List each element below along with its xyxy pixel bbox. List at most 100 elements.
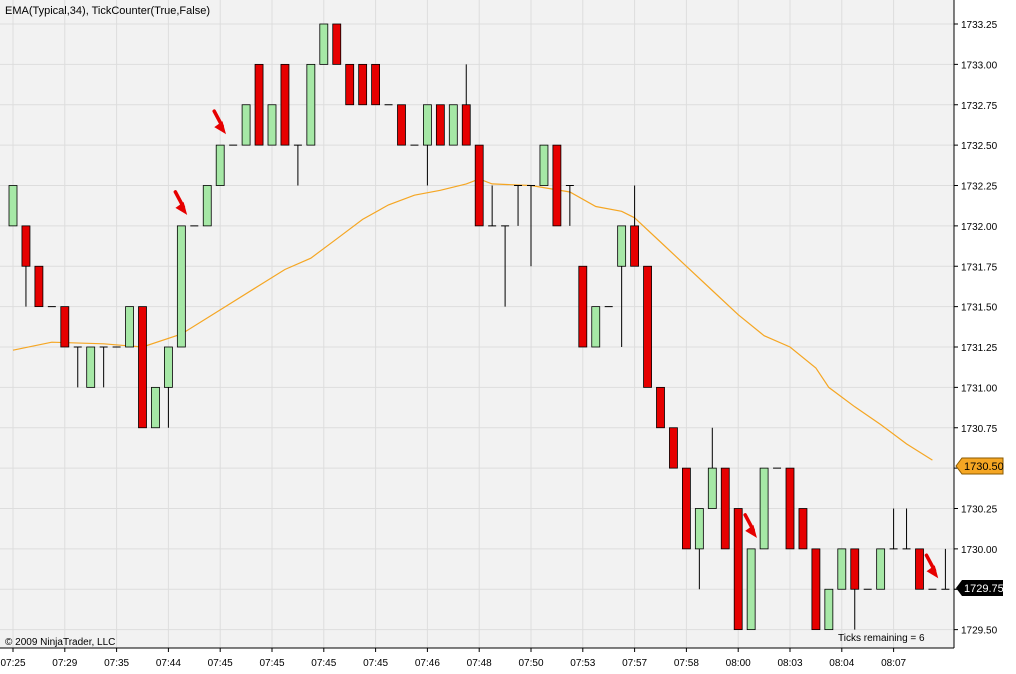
candle-body [163,346,173,388]
candle-body [254,63,264,146]
candle [86,346,96,388]
candle [306,63,316,146]
candle [669,427,678,469]
candle-body [720,467,730,550]
candle [358,63,368,106]
price-tick-label: 1732.50 [961,141,998,152]
candle [125,306,134,348]
signal-arrow [173,190,188,215]
candle-body [332,23,342,65]
time-tick-label: 07:45 [311,658,336,669]
candle-body [21,225,31,267]
candle-body [86,346,96,388]
candle [501,225,510,307]
candle-body [448,104,458,146]
candle [461,64,471,146]
candle [151,386,160,429]
candle-body [34,265,44,308]
signal-arrow-head [926,565,939,579]
candle [73,346,82,388]
ema-value-flag [955,457,1004,475]
candle [552,144,562,227]
time-tick-label: 07:46 [415,658,440,669]
candle-body [435,104,445,146]
candle [448,104,458,146]
candle [474,144,484,227]
signal-arrow [924,553,939,579]
candle [733,508,743,631]
candle-body [837,548,847,590]
candle [241,104,251,146]
time-tick-label: 07:29 [52,658,77,669]
time-tick-label: 07:45 [259,658,284,669]
candle [746,548,756,631]
candle [578,265,588,348]
candle-body [552,144,562,227]
ema-line-group [12,178,933,461]
candle [656,386,665,429]
candle [514,185,523,226]
candle-body [280,63,290,146]
time-tick-label: 08:04 [829,658,854,669]
candle [837,548,847,590]
ema-value-marker: 1730.50 [955,457,1004,475]
candle [694,508,704,590]
price-tick-label: 1731.50 [961,303,998,314]
candle-body [617,225,627,267]
candle-body [358,63,368,106]
candle [371,63,381,106]
candle-body [306,63,316,146]
candle-body [60,306,70,348]
signal-arrow-head [175,202,188,215]
signal-arrow [743,513,757,538]
time-tick-label: 07:45 [208,658,233,669]
candle-body [397,104,406,146]
arrows-group [173,109,939,579]
candle [488,185,497,227]
signal-arrow-head [214,121,227,135]
time-tick-label: 07:50 [518,658,543,669]
candle [902,508,911,550]
price-tick-label: 1732.00 [961,222,998,233]
candle-body [707,467,717,509]
signal-arrow-head [745,525,757,538]
candle [876,548,886,590]
candle [811,548,821,631]
time-tick-label: 07:58 [674,658,699,669]
candle-body [539,144,549,186]
candle-body [138,306,147,429]
candle [889,508,898,550]
candle [60,306,70,348]
candle-body [694,508,704,550]
candle-body [733,508,743,631]
last-price-marker: 1729.75 [956,580,1004,596]
candle [824,588,834,631]
price-tick-label: 1730.00 [961,545,998,556]
candle-body [915,548,924,590]
time-tick-label: 07:25 [0,658,25,669]
candle-body [8,185,18,227]
candle [319,23,329,65]
candle-body [151,386,160,429]
candle [785,467,795,550]
candle [280,63,290,146]
candle [176,225,186,348]
candle [850,548,860,630]
price-tick-label: 1733.00 [961,60,998,71]
candle-body [215,144,225,186]
candle-body [682,467,691,550]
candle [254,63,264,146]
candle-body [474,144,484,227]
candle [293,144,302,186]
candle [591,306,601,348]
candle [435,104,445,146]
last-price-flag [956,580,1003,596]
indicator-label: EMA(Typical,34), TickCounter(True,False) [5,5,210,17]
candle [720,467,730,550]
candle [202,185,212,227]
candle [759,467,769,550]
candle [539,144,549,186]
candle [34,265,44,308]
candles-group [8,23,963,631]
